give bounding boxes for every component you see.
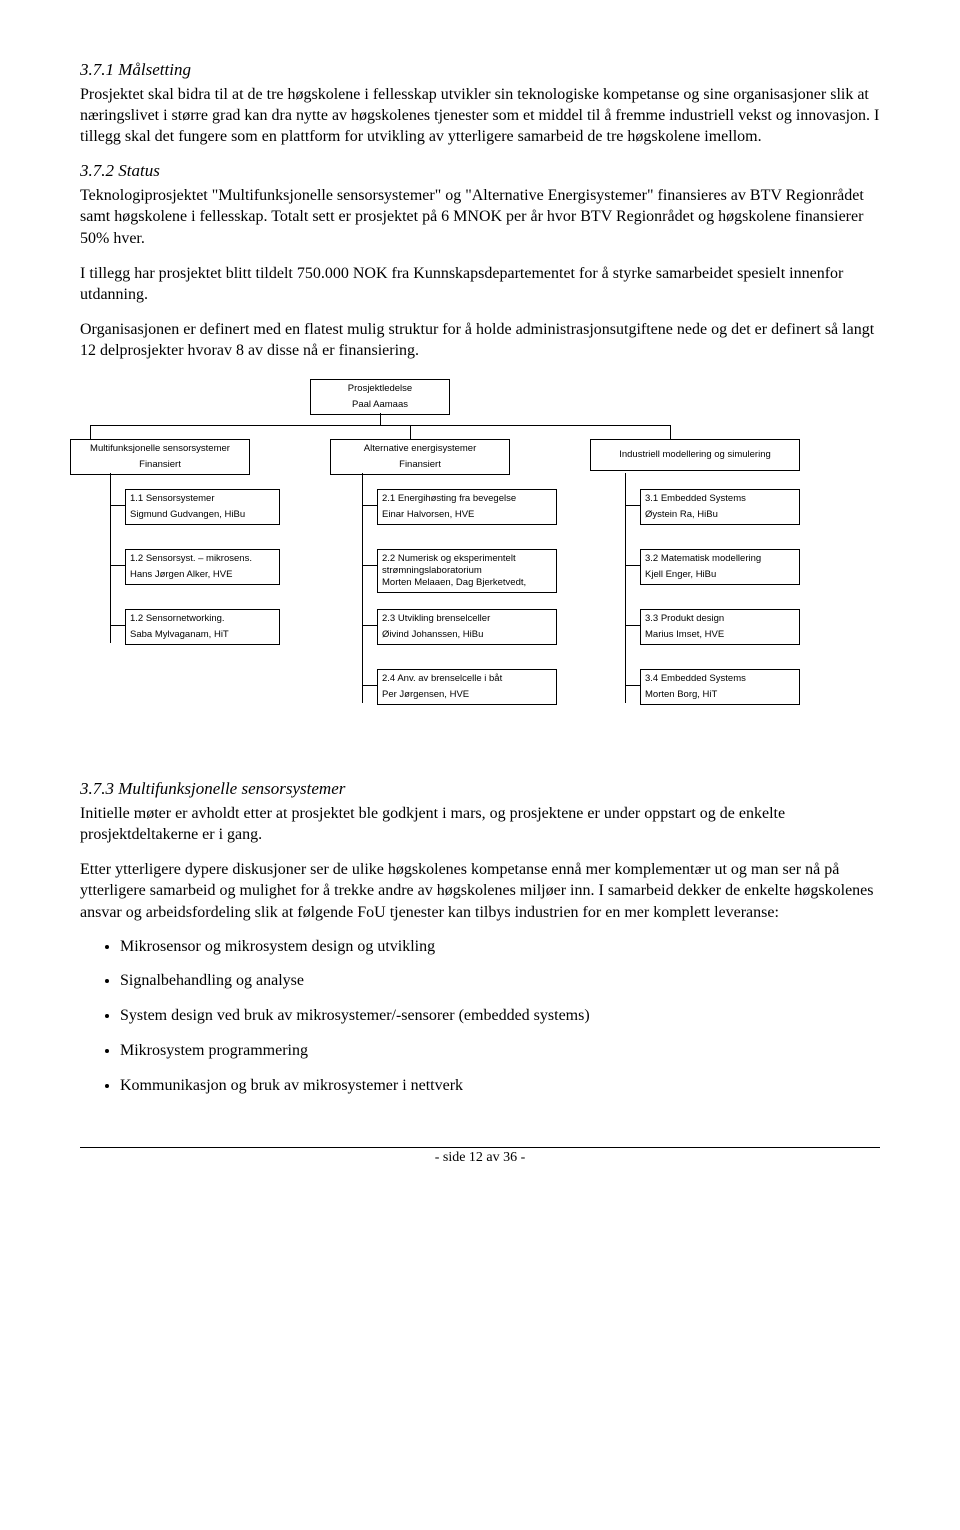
org-node: 3.4 Embedded Systems Morten Borg, HiT <box>640 669 800 705</box>
box-subtitle: Sigmund Gudvangen, HiBu <box>130 509 275 521</box>
heading-3-7-3: 3.7.3 Multifunksjonelle sensorsystemer <box>80 779 880 799</box>
list-item: Mikrosensor og mikrosystem design og utv… <box>120 937 880 958</box>
box-subtitle: Øivind Johanssen, HiBu <box>382 629 552 641</box>
box-subtitle: Finansiert <box>75 459 245 471</box>
page-footer: - side 12 av 36 - <box>80 1147 880 1166</box>
org-col-3: Industriell modellering og simulering <box>590 439 800 471</box>
box-title: 2.2 Numerisk og eksperimentelt strømning… <box>382 553 552 577</box>
paragraph: I tillegg har prosjektet blitt tildelt 7… <box>80 263 880 305</box>
box-title: 3.3 Produkt design <box>645 613 795 625</box>
bullet-list: Mikrosensor og mikrosystem design og utv… <box>120 937 880 1097</box>
box-subtitle: Morten Borg, HiT <box>645 689 795 701</box>
box-title: Multifunksjonelle sensorsystemer <box>75 443 245 455</box>
box-title: 2.3 Utvikling brenselceller <box>382 613 552 625</box>
box-subtitle: Paal Aamaas <box>315 399 445 411</box>
list-item: Kommunikasjon og bruk av mikrosystemer i… <box>120 1076 880 1097</box>
box-title: Prosjektledelse <box>315 383 445 395</box>
box-title: 1.1 Sensorsystemer <box>130 493 275 505</box>
box-title: Alternative energisystemer <box>335 443 505 455</box>
box-title: 3.4 Embedded Systems <box>645 673 795 685</box>
box-subtitle: Hans Jørgen Alker, HVE <box>130 569 275 581</box>
org-node: 1.2 Sensornetworking. Saba Mylvaganam, H… <box>125 609 280 645</box>
box-subtitle: Marius Imset, HVE <box>645 629 795 641</box>
heading-3-7-1: 3.7.1 Målsetting <box>80 60 880 80</box>
box-title: 3.2 Matematisk modellering <box>645 553 795 565</box>
org-node: 3.1 Embedded Systems Øystein Ra, HiBu <box>640 489 800 525</box>
paragraph: Prosjektet skal bidra til at de tre høgs… <box>80 84 880 147</box>
box-title: Industriell modellering og simulering <box>595 449 795 461</box>
box-subtitle: Saba Mylvaganam, HiT <box>130 629 275 641</box>
org-node: 2.3 Utvikling brenselceller Øivind Johan… <box>377 609 557 645</box>
org-root: Prosjektledelse Paal Aamaas <box>310 379 450 415</box>
org-chart: Prosjektledelse Paal Aamaas Multifunksjo… <box>80 379 880 739</box>
box-title: 2.4 Anv. av brenselcelle i båt <box>382 673 552 685</box>
list-item: Signalbehandling og analyse <box>120 971 880 992</box>
box-subtitle: Øystein Ra, HiBu <box>645 509 795 521</box>
paragraph: Organisasjonen er definert med en flates… <box>80 319 880 361</box>
paragraph: Etter ytterligere dypere diskusjoner ser… <box>80 859 880 922</box>
org-col-1: Multifunksjonelle sensorsystemer Finansi… <box>70 439 250 475</box>
box-subtitle: Finansiert <box>335 459 505 471</box>
list-item: System design ved bruk av mikrosystemer/… <box>120 1006 880 1027</box>
box-subtitle: Morten Melaaen, Dag Bjerketvedt, <box>382 577 552 589</box>
org-col-2: Alternative energisystemer Finansiert <box>330 439 510 475</box>
org-node: 1.2 Sensorsyst. – mikrosens. Hans Jørgen… <box>125 549 280 585</box>
box-title: 1.2 Sensorsyst. – mikrosens. <box>130 553 275 565</box>
box-title: 2.1 Energihøsting fra bevegelse <box>382 493 552 505</box>
paragraph: Initielle møter er avholdt etter at pros… <box>80 803 880 845</box>
box-subtitle: Kjell Enger, HiBu <box>645 569 795 581</box>
box-subtitle: Einar Halvorsen, HVE <box>382 509 552 521</box>
heading-3-7-2: 3.7.2 Status <box>80 161 880 181</box>
paragraph: Teknologiprosjektet "Multifunksjonelle s… <box>80 185 880 248</box>
list-item: Mikrosystem programmering <box>120 1041 880 1062</box>
org-node: 1.1 Sensorsystemer Sigmund Gudvangen, Hi… <box>125 489 280 525</box>
org-node: 3.2 Matematisk modellering Kjell Enger, … <box>640 549 800 585</box>
org-node: 2.2 Numerisk og eksperimentelt strømning… <box>377 549 557 593</box>
box-subtitle: Per Jørgensen, HVE <box>382 689 552 701</box>
org-node: 3.3 Produkt design Marius Imset, HVE <box>640 609 800 645</box>
org-node: 2.4 Anv. av brenselcelle i båt Per Jørge… <box>377 669 557 705</box>
org-node: 2.1 Energihøsting fra bevegelse Einar Ha… <box>377 489 557 525</box>
box-title: 1.2 Sensornetworking. <box>130 613 275 625</box>
box-title: 3.1 Embedded Systems <box>645 493 795 505</box>
